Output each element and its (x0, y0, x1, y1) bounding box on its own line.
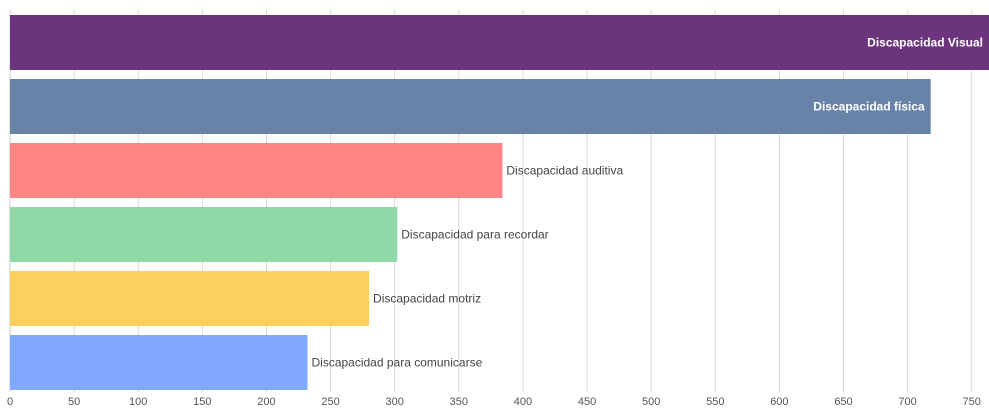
bar-label: Discapacidad para recordar (401, 228, 548, 242)
x-tick-label: 350 (450, 396, 468, 408)
x-tick-label: 300 (386, 396, 404, 408)
x-tick-label: 200 (257, 396, 275, 408)
x-axis-tick-labels: 0 50 100 150 200 250 300 350 400 450 500 550 600 650 7… (7, 396, 981, 408)
x-tick-label: 600 (770, 396, 788, 408)
x-tick-label: 450 (578, 396, 596, 408)
x-tick-label: 150 (193, 396, 211, 408)
x-tick-label: 250 (321, 396, 339, 408)
x-tick-label: 0 (7, 396, 13, 408)
bar (10, 79, 931, 134)
bar (10, 271, 370, 326)
grid-lines (9, 10, 973, 392)
x-tick-label: 400 (514, 396, 532, 408)
x-tick-label: 650 (834, 396, 852, 408)
bar (10, 207, 398, 262)
x-tick-label: 700 (898, 396, 916, 408)
x-tick-label: 50 (68, 396, 80, 408)
x-tick-label: 550 (706, 396, 724, 408)
bar-label: Discapacidad para comunicarse (311, 356, 482, 370)
x-tick-label: 100 (129, 396, 147, 408)
bar (10, 15, 989, 70)
bar-labels: Discapacidad Visual Discapacidad física Di… (311, 36, 983, 370)
bar (10, 335, 308, 390)
bar-label: Discapacidad auditiva (506, 164, 623, 178)
x-tick-label: 500 (642, 396, 660, 408)
bar (10, 143, 503, 198)
bar-label: Discapacidad Visual (867, 36, 983, 50)
bar-label: Discapacidad motriz (373, 292, 481, 306)
x-tick-label: 750 (963, 396, 981, 408)
bars (10, 15, 989, 390)
bar-label: Discapacidad física (813, 100, 925, 114)
